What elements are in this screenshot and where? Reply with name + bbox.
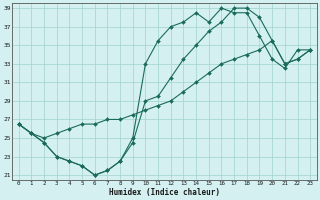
X-axis label: Humidex (Indice chaleur): Humidex (Indice chaleur) [109,188,220,197]
